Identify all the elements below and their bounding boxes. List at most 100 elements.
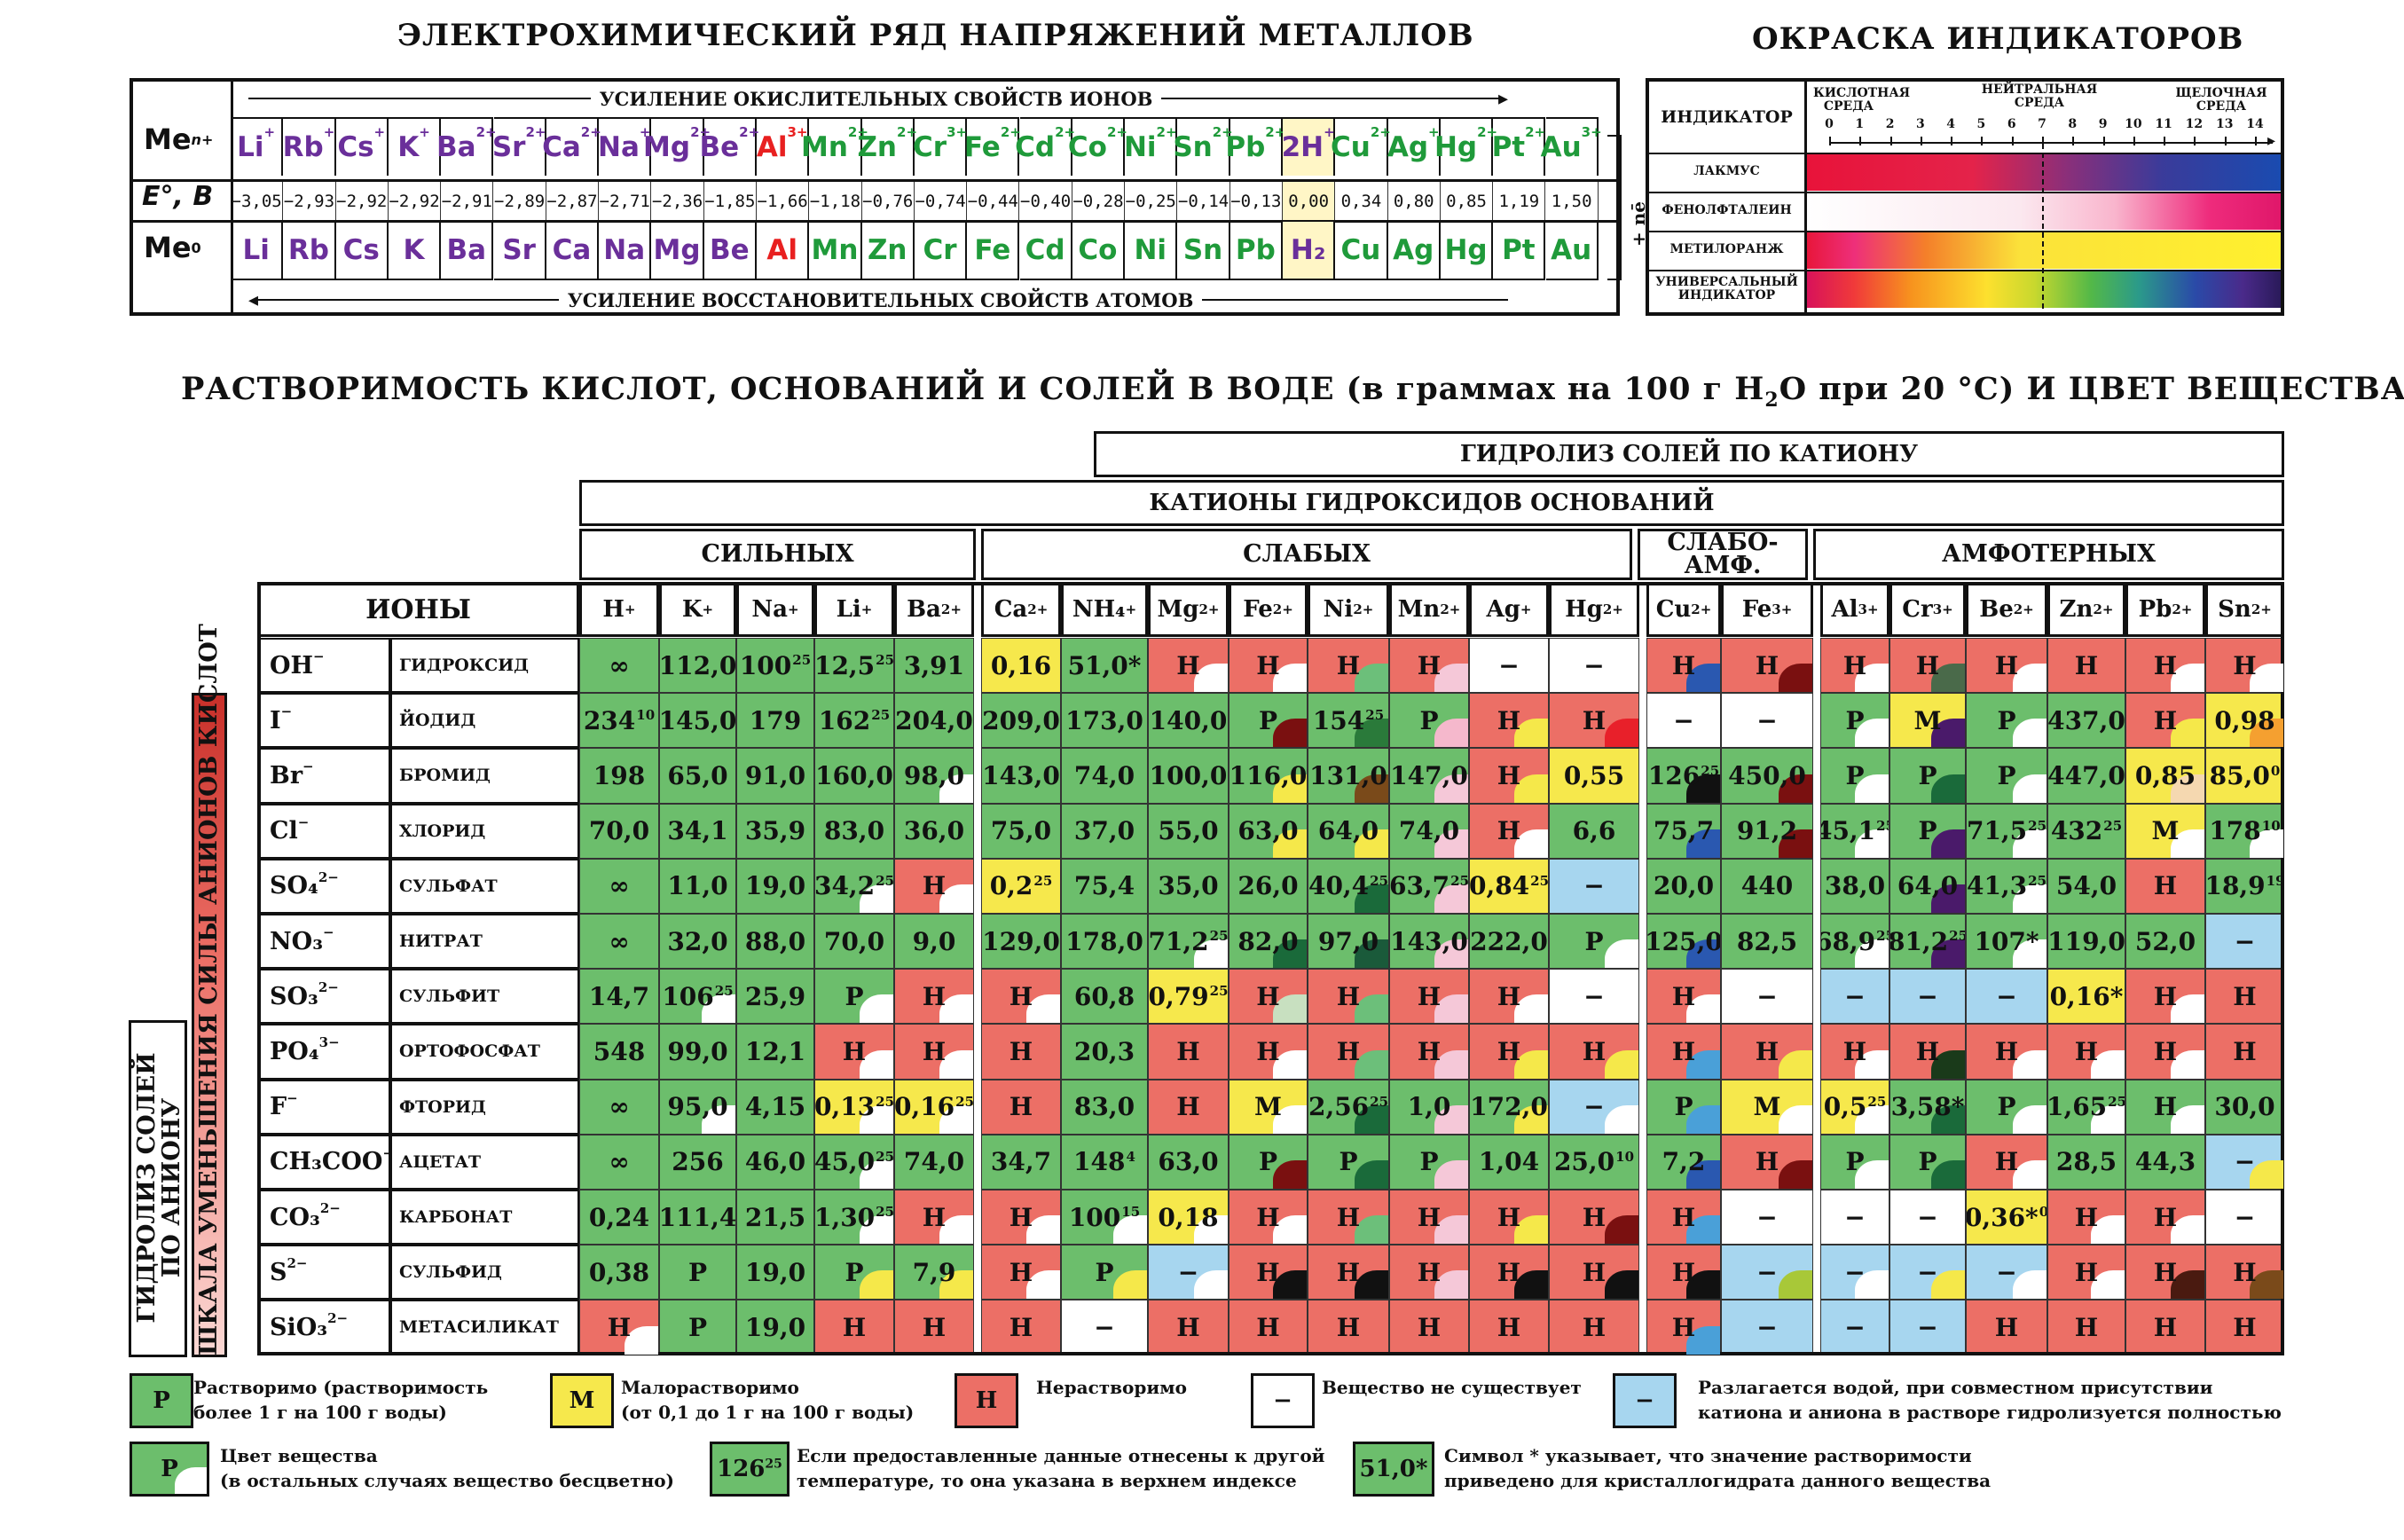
legend-swatch-sup: 25	[765, 1457, 782, 1472]
ion-charge: 2+	[1370, 124, 1391, 140]
ion-symbol: Pb	[1225, 131, 1266, 163]
metal-cell: Fe	[967, 222, 1020, 280]
ion-symbol: Pt	[1491, 131, 1526, 163]
ion-symbol: Ca	[542, 131, 581, 163]
legend-text-line: температуре, то она указана в верхнем ин…	[797, 1470, 1297, 1491]
metal-cell: Pb	[1229, 222, 1283, 280]
ph-tick	[1981, 137, 1984, 145]
potential-cell: −2,92	[389, 182, 442, 220]
metal-cell: Mg	[651, 222, 704, 280]
ion-cell: Ni 2+	[1124, 117, 1178, 176]
ion-charge: +	[263, 124, 276, 140]
ph-tick	[1951, 137, 1953, 145]
indicator-gradient	[1807, 154, 2281, 191]
legend-swatch: 12625	[710, 1442, 790, 1497]
ec-label-divider	[231, 82, 233, 312]
ion-charge: +	[373, 124, 386, 140]
ion-charge: 2+	[897, 124, 918, 140]
ion-symbol: Be	[699, 131, 740, 163]
ion-cell: Na +	[598, 117, 652, 176]
metal-cell: H₂	[1283, 222, 1336, 280]
ind-row-divider	[1649, 231, 2281, 232]
ion-cell: Cd 2+	[1015, 117, 1076, 176]
indicator-gradient	[1807, 271, 2281, 308]
ion-charge: +	[639, 124, 651, 140]
metal-cell: Hg	[1440, 222, 1494, 280]
indicators-grid: ИНДИКАТОР КИСЛОТНАЯ СРЕДА НЕЙТРАЛЬНАЯ СРЕД…	[1649, 82, 2281, 312]
ion-cell: Cr 3+	[913, 117, 968, 176]
ion-symbol: Rb	[282, 131, 324, 163]
legend-swatch: 51,0*	[1353, 1442, 1434, 1497]
ion-cell: Be 2+	[700, 117, 759, 176]
top-arrow-line-right	[1161, 98, 1504, 99]
metal-cell: Ni	[1125, 222, 1178, 280]
ion-cell: Li +	[231, 117, 284, 176]
ph-tick	[2224, 137, 2227, 145]
potential-cell: −0,25	[1125, 182, 1178, 220]
electrochem-table: Me n+ E°, B Me 0 УСИЛЕНИЕ ОКИСЛИТЕЛЬНЫХ СВОЙС…	[130, 78, 1649, 316]
ion-charge: 3+	[787, 124, 808, 140]
potential-cell: −1,66	[757, 182, 810, 220]
ph-tick	[2102, 137, 2105, 145]
legend-text: Разлагается водой, при совместном присут…	[1698, 1375, 2282, 1425]
ph-tick	[2194, 137, 2196, 145]
indicators-table: ИНДИКАТОР КИСЛОТНАЯ СРЕДА НЕЙТРАЛЬНАЯ СРЕД…	[1646, 78, 2284, 316]
top-arrow-line-left	[248, 98, 591, 99]
electrochem-title: ЭЛЕКТРОХИМИЧЕСКИЙ РЯД НАПРЯЖЕНИЙ МЕТАЛЛО…	[397, 18, 1474, 53]
ph-tick-label: 6	[2007, 117, 2016, 131]
ion-symbol: Cu	[1331, 131, 1371, 163]
ion-symbol: Cd	[1015, 131, 1056, 163]
ph-tick-label: 12	[2185, 117, 2204, 131]
ion-charge: 2+	[1000, 124, 1021, 140]
ph-tick-label: 13	[2215, 117, 2234, 131]
electrochem-grid: Me n+ E°, B Me 0 УСИЛЕНИЕ ОКИСЛИТЕЛЬНЫХ СВОЙС…	[133, 82, 1649, 312]
legend-swatch-text: Р	[161, 1456, 178, 1482]
indicator-gradient	[1807, 232, 2281, 269]
legend-text-line: Малорастворимо	[621, 1377, 799, 1398]
ph-tick	[1829, 137, 1831, 145]
ion-cell: Rb +	[282, 117, 336, 176]
potential-cell: −0,76	[862, 182, 915, 220]
ion-charge: +	[1324, 124, 1335, 140]
ion-row-label-text: Me	[144, 122, 192, 156]
ion-cell: Mn 2+	[801, 117, 868, 176]
ion-cell: 2H +	[1282, 117, 1336, 176]
potential-cell: −1,18	[809, 182, 862, 220]
ph-tick	[1920, 137, 1922, 145]
ion-symbol: Ag	[1387, 131, 1429, 163]
ph-tick-label: 2	[1885, 117, 1895, 131]
ion-charge: 3+	[1581, 124, 1602, 140]
potential-cell: 0,34	[1335, 182, 1388, 220]
legend-swatch: −	[1613, 1373, 1677, 1428]
bottom-arrow-text: УСИЛЕНИЕ ВОССТАНОВИТЕЛЬНЫХ СВОЙСТВ АТОМО…	[567, 288, 1194, 311]
ion-symbol: K	[397, 131, 420, 163]
potential-cell: 0,00	[1283, 182, 1336, 220]
ion-symbol: Ba	[436, 131, 476, 163]
legend-text-line: катиона и аниона в растворе гидролизуетс…	[1698, 1402, 2282, 1423]
metal-cell: Ba	[441, 222, 494, 280]
ion-charge: +	[1428, 124, 1440, 140]
bottom-arrow-line-right	[1202, 299, 1509, 301]
ind-row-divider	[1649, 153, 2281, 154]
metal-cell: Cu	[1335, 222, 1388, 280]
ion-cell: Pb 2+	[1225, 117, 1285, 176]
ion-charge: 2+	[1055, 124, 1076, 140]
ion-charge: 2+	[475, 124, 497, 140]
ph-tick	[2133, 137, 2135, 145]
ion-row-label-sup: n+	[191, 130, 214, 148]
side-bracket	[1607, 135, 1622, 280]
potential-cell: −0,74	[915, 182, 968, 220]
ion-charge: 3+	[947, 124, 968, 140]
ion-symbol: Li	[237, 131, 264, 163]
ind-row-divider	[1649, 270, 2281, 271]
metal-row-label-text: Me	[144, 231, 192, 264]
ion-symbol: Mn	[800, 131, 848, 163]
ph-tick-label: 1	[1855, 117, 1865, 131]
metal-cell: Cr	[914, 222, 968, 280]
ion-row-label: Me n+	[144, 122, 213, 156]
ind-row-divider	[1649, 192, 2281, 193]
ph-tick	[2164, 137, 2166, 145]
solubility-title-end: O при 20 °С) И ЦВЕТ ВЕЩЕСТВА	[1779, 371, 2404, 407]
legend-text-line: Вещество не существует	[1322, 1377, 1582, 1398]
